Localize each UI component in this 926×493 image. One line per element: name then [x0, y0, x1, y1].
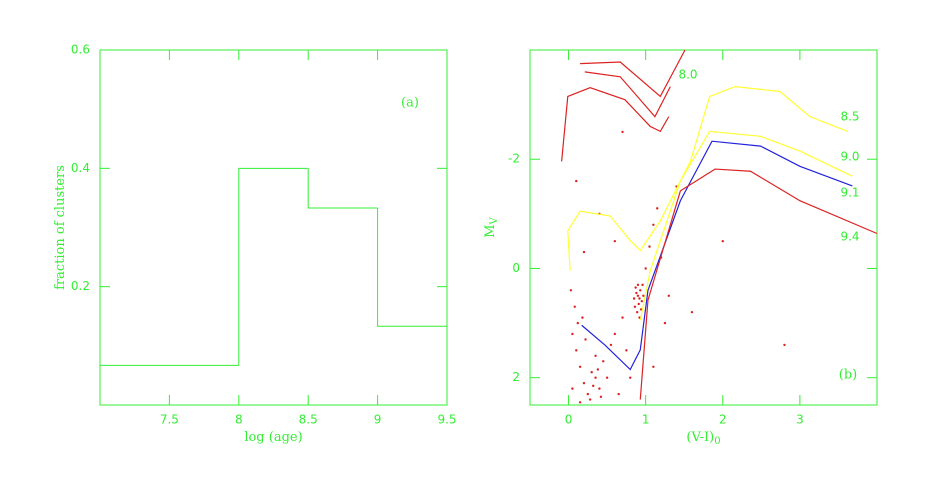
- x-tick-label: 8: [235, 413, 243, 427]
- star-point: [642, 294, 645, 297]
- star-point: [575, 179, 578, 183]
- star-point: [636, 294, 640, 297]
- star-point: [636, 283, 640, 287]
- star-point: [629, 376, 632, 379]
- star-point: [640, 300, 644, 303]
- star-point: [635, 291, 638, 295]
- y-tick-label: 0.6: [71, 43, 90, 57]
- star-point: [602, 360, 605, 363]
- star-point: [576, 321, 580, 325]
- y-axis-label: MV: [483, 216, 500, 237]
- star-point: [639, 308, 643, 311]
- x-axis-label-text: log (age): [244, 430, 302, 445]
- star-point: [641, 283, 644, 287]
- star-point: [571, 387, 574, 390]
- panel-annotation: (a): [401, 96, 419, 111]
- y-tick-label: 2: [512, 370, 520, 384]
- star-point: [638, 297, 641, 300]
- x-axis-label-text: (V-I): [686, 430, 714, 445]
- x-tick-label: 1: [642, 413, 650, 427]
- star-point: [605, 376, 609, 379]
- star-point: [621, 130, 624, 134]
- star-point: [578, 365, 582, 368]
- panel-annotation: (b): [839, 368, 857, 383]
- star-point: [599, 395, 603, 399]
- isochrone-label: 9.1: [840, 186, 859, 200]
- x-axis-label: log (age): [244, 430, 302, 445]
- star-point: [633, 305, 637, 308]
- star-point: [609, 343, 613, 347]
- star-point: [635, 310, 639, 314]
- x-tick-label: 3: [796, 413, 804, 427]
- star-point: [582, 250, 586, 254]
- star-point: [594, 354, 597, 358]
- star-point: [656, 207, 659, 210]
- star-point: [625, 349, 628, 352]
- isochrone: [581, 140, 853, 371]
- isochrone: [561, 49, 686, 162]
- star-point: [652, 365, 655, 368]
- star-point: [617, 392, 620, 396]
- y-tick-label: 0.2: [71, 279, 90, 293]
- star-point: [590, 371, 593, 374]
- star-point: [613, 332, 617, 336]
- star-point: [582, 381, 586, 385]
- x-tick-label: 9: [374, 413, 382, 427]
- histogram-step: [238, 167, 309, 366]
- isochrone-label: 8.5: [840, 110, 859, 124]
- star-point: [652, 223, 655, 226]
- isochrone-label: 9.4: [840, 230, 859, 244]
- star-point: [594, 376, 597, 379]
- star-point: [592, 384, 595, 388]
- y-axis-label-text: M: [483, 224, 498, 237]
- histogram-step: [377, 207, 447, 327]
- star-point: [721, 239, 724, 243]
- star-point: [621, 316, 624, 319]
- star-point: [588, 398, 592, 401]
- isochrone: [567, 85, 848, 271]
- y-axis-label-text: fraction of clusters: [53, 165, 68, 290]
- star-point: [634, 286, 637, 289]
- star-point: [578, 401, 582, 404]
- y-tick-label: 0.4: [71, 161, 90, 175]
- plot-frame: [99, 49, 448, 406]
- x-tick-label: 2: [719, 413, 727, 427]
- star-point: [586, 392, 590, 396]
- y-tick-label: 0: [512, 261, 520, 275]
- star-point: [632, 297, 636, 300]
- isochrone: [639, 168, 878, 400]
- histogram-step: [307, 168, 378, 209]
- star-point: [644, 267, 647, 270]
- plot-frame: [529, 49, 878, 406]
- x-tick-label: 8.5: [299, 413, 318, 427]
- star-point: [690, 310, 694, 314]
- y-axis-label-sub: V: [489, 216, 500, 225]
- star-point: [596, 368, 600, 371]
- isochrone-label: 8.0: [678, 68, 697, 82]
- star-point: [569, 289, 573, 292]
- star-point: [648, 245, 651, 248]
- isochrone-label: 9.0: [840, 150, 859, 164]
- x-tick-label: 0: [565, 413, 573, 427]
- y-axis-label: fraction of clusters: [53, 165, 68, 290]
- star-point: [639, 289, 642, 292]
- star-point: [571, 332, 574, 336]
- y-tick-label: -2: [508, 152, 520, 166]
- star-point: [581, 316, 584, 319]
- star-point: [637, 302, 640, 306]
- star-point: [598, 387, 601, 390]
- star-point: [584, 338, 587, 341]
- x-tick-label: 9.5: [437, 413, 456, 427]
- x-axis-label: (V-I)0: [686, 430, 720, 447]
- star-point: [783, 343, 786, 347]
- x-axis-label-sub: 0: [714, 436, 720, 447]
- star-point: [575, 349, 578, 352]
- star-point: [667, 294, 670, 297]
- isochrone: [639, 130, 853, 321]
- star-point: [613, 239, 617, 243]
- star-point: [663, 321, 667, 325]
- x-tick-label: 7.5: [160, 413, 179, 427]
- star-point: [573, 305, 576, 308]
